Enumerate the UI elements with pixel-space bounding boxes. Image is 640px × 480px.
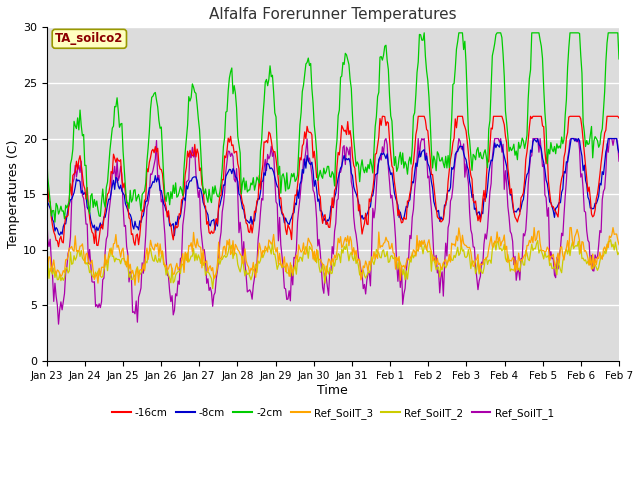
Line: Ref_SoilT_1: Ref_SoilT_1 — [47, 139, 619, 324]
Line: Ref_SoilT_3: Ref_SoilT_3 — [47, 228, 619, 285]
Ref_SoilT_3 — [131, 282, 139, 288]
Ref_SoilT_1 — [43, 202, 51, 208]
-8cm — [567, 136, 575, 142]
-2cm — [222, 109, 230, 115]
Line: -8cm: -8cm — [47, 139, 619, 236]
-16cm — [222, 155, 230, 160]
Ref_SoilT_2 — [43, 254, 51, 260]
-16cm — [565, 114, 573, 120]
Ref_SoilT_3 — [531, 225, 538, 230]
Ref_SoilT_2 — [209, 286, 216, 291]
Ref_SoilT_3 — [285, 274, 293, 279]
Ref_SoilT_1 — [466, 209, 474, 215]
Line: Ref_SoilT_2: Ref_SoilT_2 — [47, 240, 619, 288]
Ref_SoilT_3 — [43, 266, 51, 272]
Line: -16cm: -16cm — [47, 116, 619, 247]
Title: Alfalfa Forerunner Temperatures: Alfalfa Forerunner Temperatures — [209, 7, 456, 22]
Ref_SoilT_2 — [392, 254, 399, 260]
-8cm — [222, 173, 230, 179]
-2cm — [615, 56, 623, 62]
Line: -2cm: -2cm — [47, 33, 619, 222]
Ref_SoilT_2 — [465, 247, 472, 252]
-8cm — [285, 222, 293, 228]
-8cm — [171, 233, 179, 239]
Ref_SoilT_1 — [382, 136, 390, 142]
Ref_SoilT_1 — [615, 158, 623, 164]
-16cm — [285, 225, 293, 230]
Text: TA_soilco2: TA_soilco2 — [55, 32, 124, 45]
-8cm — [392, 195, 399, 201]
Legend: -16cm, -8cm, -2cm, Ref_SoilT_3, Ref_SoilT_2, Ref_SoilT_1: -16cm, -8cm, -2cm, Ref_SoilT_3, Ref_Soil… — [108, 404, 558, 423]
-8cm — [364, 209, 372, 215]
Ref_SoilT_3 — [615, 242, 623, 248]
Y-axis label: Temperatures (C): Temperatures (C) — [7, 140, 20, 248]
-16cm — [466, 164, 474, 169]
Ref_SoilT_1 — [565, 148, 573, 154]
-16cm — [364, 222, 372, 228]
Ref_SoilT_3 — [465, 245, 472, 251]
Ref_SoilT_2 — [222, 254, 230, 260]
Ref_SoilT_3 — [364, 269, 372, 275]
-2cm — [565, 45, 573, 50]
-2cm — [364, 162, 372, 168]
Ref_SoilT_2 — [607, 237, 614, 242]
-8cm — [43, 195, 51, 201]
-16cm — [54, 244, 62, 250]
Ref_SoilT_1 — [54, 321, 62, 327]
Ref_SoilT_1 — [285, 288, 293, 294]
Ref_SoilT_3 — [565, 248, 573, 253]
Ref_SoilT_2 — [615, 250, 623, 256]
-16cm — [615, 115, 623, 121]
-2cm — [285, 185, 293, 191]
-8cm — [465, 168, 472, 173]
-16cm — [43, 177, 51, 183]
-2cm — [43, 147, 51, 153]
Ref_SoilT_3 — [392, 266, 399, 272]
Ref_SoilT_1 — [364, 270, 372, 276]
-2cm — [392, 154, 399, 159]
-2cm — [420, 30, 428, 36]
Ref_SoilT_1 — [393, 261, 401, 267]
Ref_SoilT_3 — [222, 252, 230, 257]
-2cm — [51, 219, 59, 225]
-16cm — [393, 196, 401, 202]
-16cm — [378, 113, 386, 119]
-8cm — [564, 159, 572, 165]
Ref_SoilT_2 — [564, 251, 572, 257]
X-axis label: Time: Time — [317, 384, 348, 396]
-8cm — [615, 150, 623, 156]
Ref_SoilT_2 — [364, 270, 372, 276]
Ref_SoilT_1 — [222, 168, 230, 174]
Ref_SoilT_2 — [285, 271, 293, 277]
-2cm — [466, 137, 474, 143]
